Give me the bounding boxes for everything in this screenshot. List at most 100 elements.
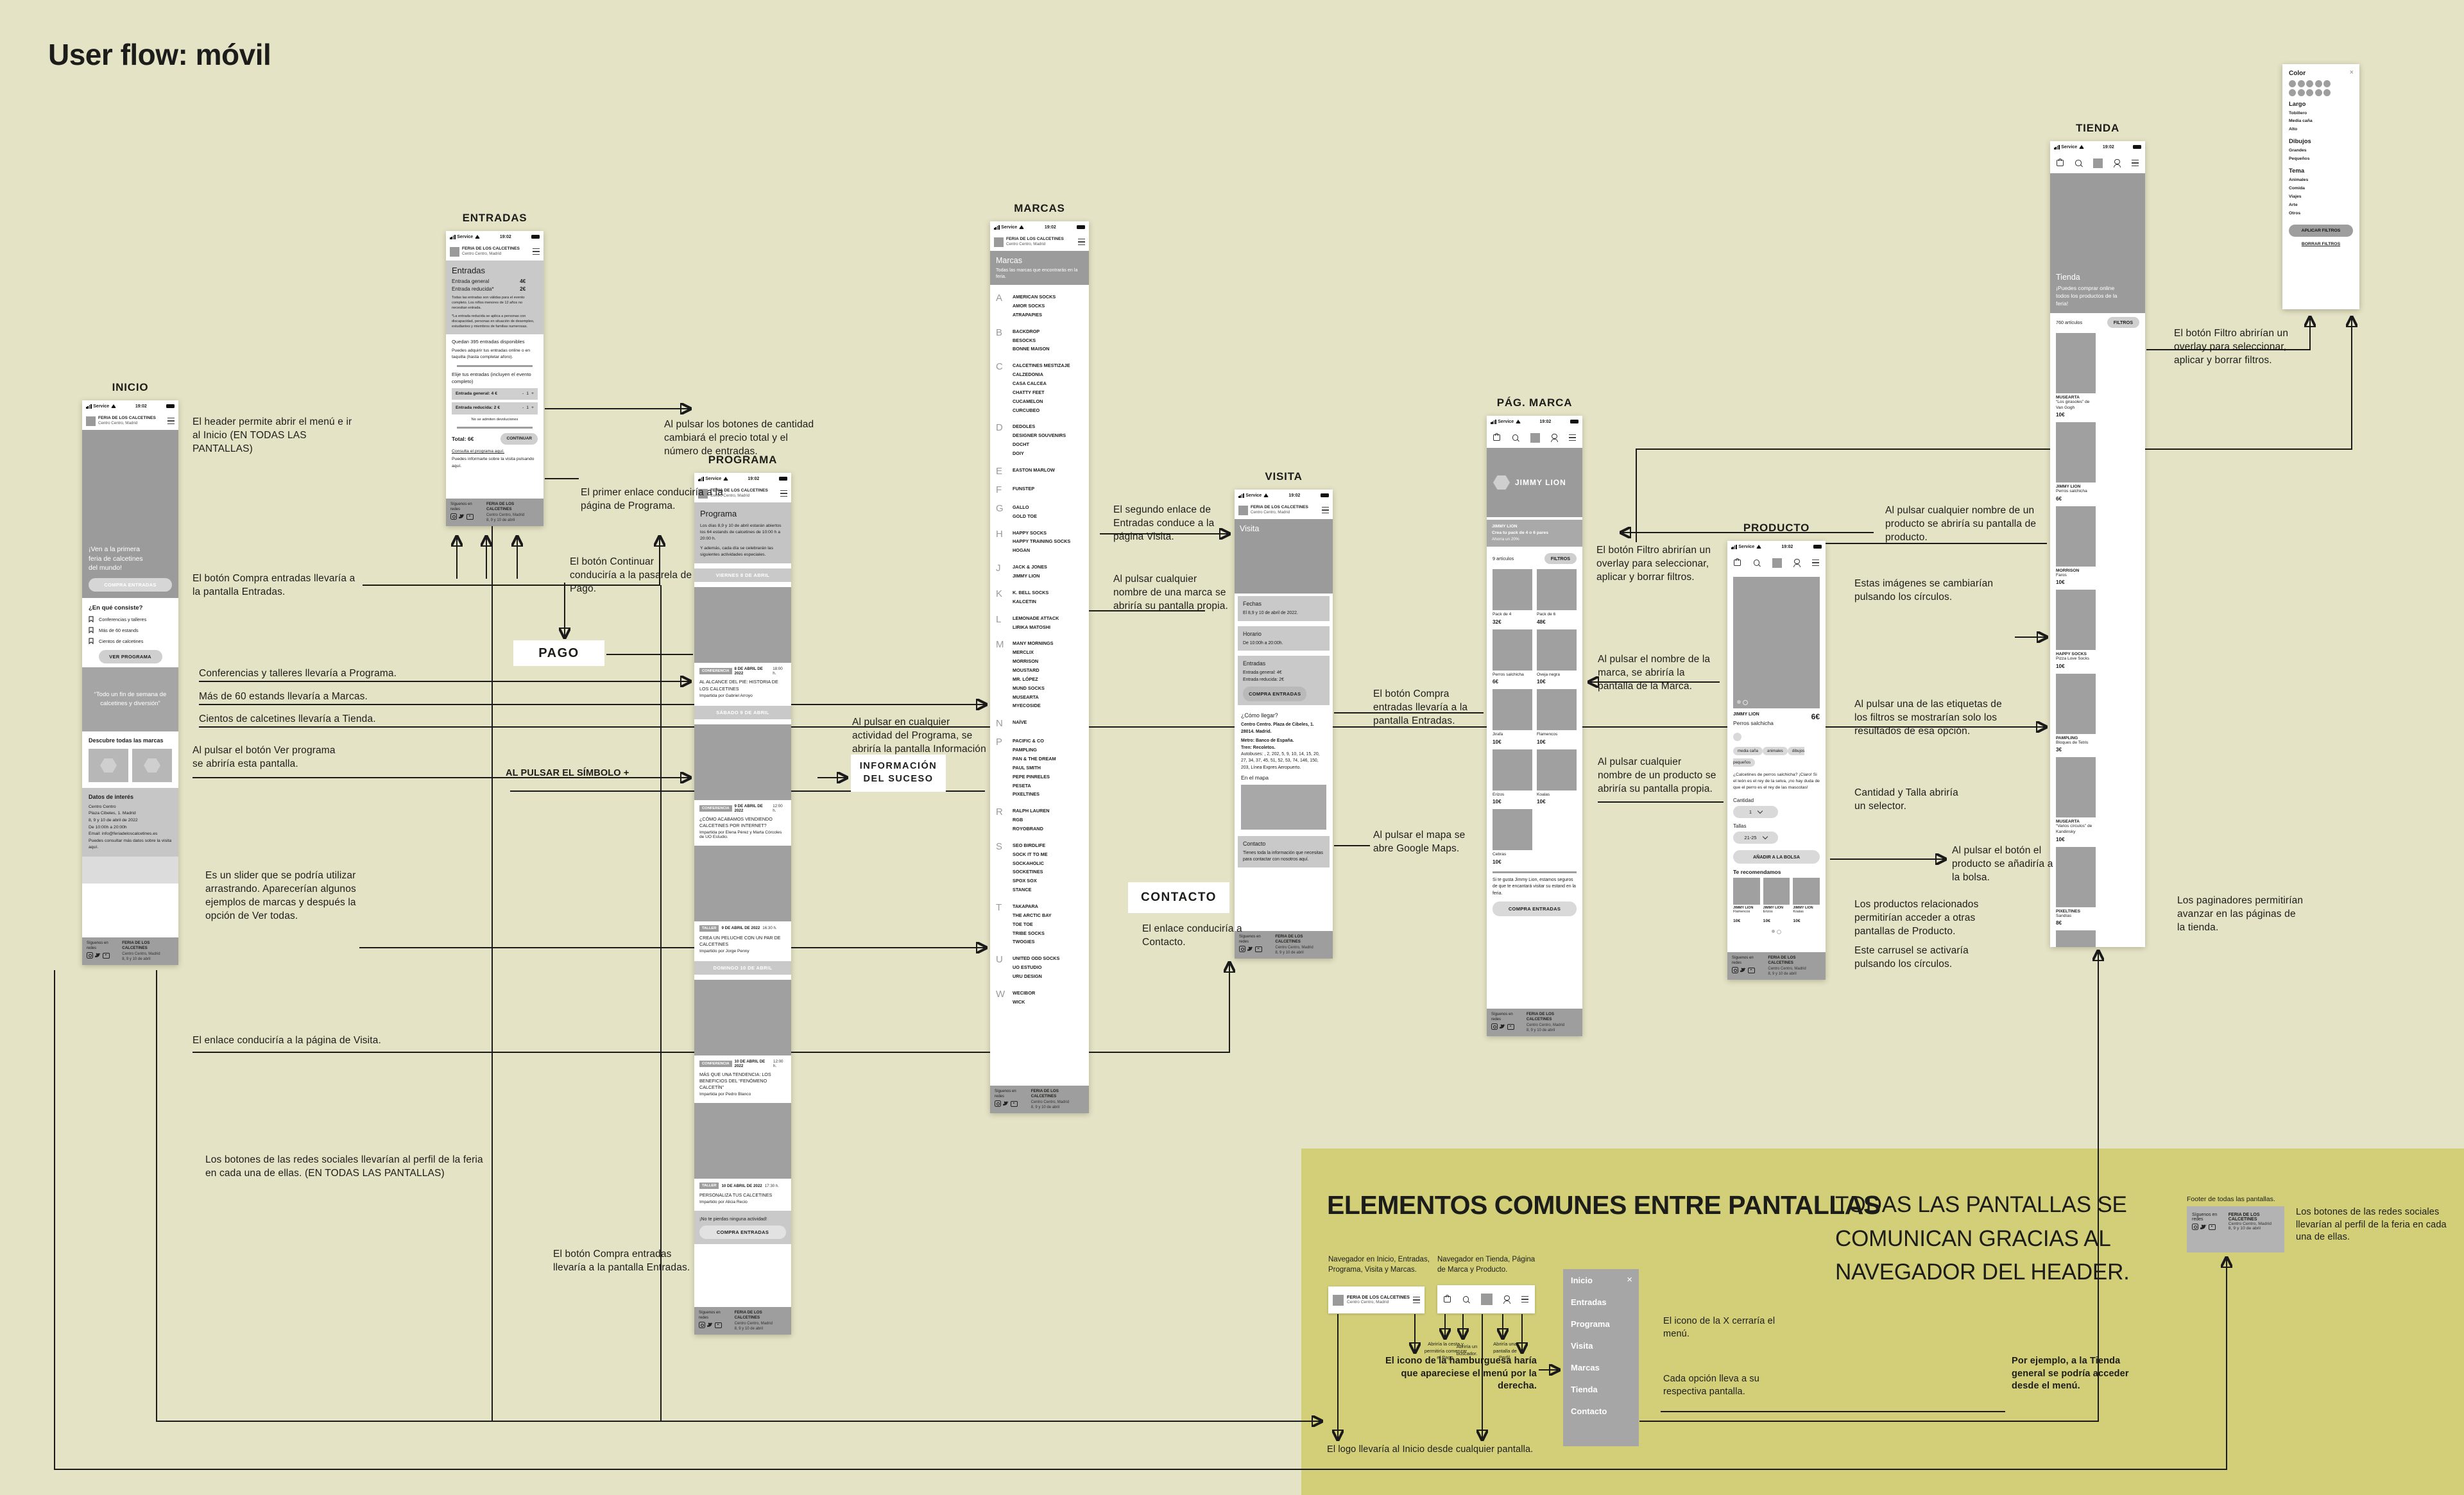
color-swatch[interactable] xyxy=(2306,80,2313,87)
brand-link[interactable]: TRIBE SOCKS xyxy=(1013,930,1045,936)
color-swatch[interactable] xyxy=(2323,89,2331,96)
brand-link[interactable]: NAÏVE xyxy=(1013,719,1027,726)
brand-link[interactable]: DOIY xyxy=(1013,450,1024,457)
filter-option[interactable]: Arte xyxy=(2289,202,2298,207)
filter-option[interactable]: Grandes xyxy=(2289,148,2307,153)
brand-link[interactable]: CASA CALCEA xyxy=(1013,380,1047,387)
brand-logo[interactable] xyxy=(86,416,96,426)
product-card[interactable]: Flamencos 10€ xyxy=(1537,689,1577,745)
product-name[interactable]: Perros salchicha xyxy=(2056,489,2087,494)
brand-logo[interactable] xyxy=(1333,1294,1344,1306)
product-card[interactable]: Jirafa 10€ xyxy=(1493,689,1532,745)
instagram-icon[interactable] xyxy=(87,952,93,959)
brand-link[interactable]: PACIFIC & CO xyxy=(1013,738,1044,744)
brand-link[interactable]: ROYOBRAND xyxy=(1013,825,1043,832)
product-name[interactable]: “Los girasoles” de Van Gogh xyxy=(2056,400,2090,410)
product-card[interactable]: Cebras 10€ xyxy=(1493,809,1532,865)
menu-item[interactable]: Programa xyxy=(1571,1319,1610,1329)
product-card[interactable]: MORRISON Faros 10€ xyxy=(2056,506,2096,585)
color-swatch[interactable] xyxy=(2297,80,2305,87)
brand-logo[interactable] xyxy=(994,237,1004,247)
youtube-icon[interactable] xyxy=(2209,1224,2216,1230)
brand-link[interactable]: DEDOLES xyxy=(1013,423,1036,430)
brand-link[interactable]: K. BELL SOCKS xyxy=(1013,589,1049,595)
brand-logo[interactable] xyxy=(1480,1294,1493,1305)
brand-link[interactable]: HAPPY TRAINING SOCKS xyxy=(1013,538,1071,545)
menu-item[interactable]: Marcas xyxy=(1571,1363,1600,1372)
instagram-icon[interactable] xyxy=(699,1322,705,1329)
filter-option[interactable]: Pequeños xyxy=(2289,157,2310,162)
product-name[interactable]: Koalas xyxy=(1537,792,1550,797)
brand-link[interactable]: PEPE PINRELES xyxy=(1013,773,1050,780)
brand-link[interactable]: CALCETINES MESTIZAJE xyxy=(1013,363,1070,369)
product-name[interactable]: “Varios círculos” de Kandinsky xyxy=(2056,824,2092,834)
product-name[interactable]: Bloques de Tetris xyxy=(2056,740,2089,745)
brand-link[interactable]: AMOR SOCKS xyxy=(1013,303,1045,309)
hamburger-icon[interactable] xyxy=(1521,1295,1528,1303)
brand-slide[interactable] xyxy=(132,749,172,782)
brand-logo[interactable] xyxy=(1772,558,1782,568)
brand-link[interactable]: SOCKAHOLIC xyxy=(1013,860,1045,866)
brand-link[interactable]: DOCHT xyxy=(1013,441,1029,448)
brand-link[interactable]: FUNSTEP xyxy=(1013,485,1035,491)
product-name[interactable]: Oveja negra xyxy=(1537,672,1560,677)
product-card[interactable]: Oveja negra 10€ xyxy=(1537,629,1577,685)
programa-link[interactable]: Consulta el programa aquí. xyxy=(452,449,504,454)
consiste-item[interactable]: Conferencias y talleres xyxy=(89,616,172,622)
twitter-icon[interactable] xyxy=(1003,1101,1009,1106)
brand-link[interactable]: THE ARCTIC BAY xyxy=(1013,912,1052,918)
minus-button[interactable]: - xyxy=(522,406,524,411)
instagram-icon[interactable] xyxy=(995,1100,1001,1107)
filter-option[interactable]: Animales xyxy=(2289,178,2309,183)
brand-link[interactable]: CHATTY FEET xyxy=(1013,389,1045,395)
cantidad-select[interactable]: 1 xyxy=(1733,805,1778,818)
brand-link[interactable]: PAN & THE DREAM xyxy=(1013,755,1056,762)
filter-tag[interactable]: animales xyxy=(1763,747,1788,755)
product-card[interactable]: MUSEARTA “Los girasoles” de Van Gogh 10€ xyxy=(2056,333,2096,418)
brand-link[interactable]: LEMONADE ATTACK xyxy=(1013,615,1059,621)
product-brand[interactable]: MUSEARTA xyxy=(2056,819,2080,824)
product-brand[interactable]: JIMMY LION xyxy=(2056,484,2081,490)
carousel-dot[interactable] xyxy=(1772,929,1775,933)
hamburger-icon[interactable] xyxy=(167,416,175,425)
color-swatch[interactable] xyxy=(2297,89,2305,96)
filter-option[interactable]: Tobillero xyxy=(2289,110,2307,115)
brand-link[interactable]: MANY MORNINGS xyxy=(1013,640,1054,647)
brand-link[interactable]: HAPPY SOCKS xyxy=(1013,529,1047,536)
event-title[interactable]: MÁS QUE UNA TENDENCIA: LOS BENEFICIOS DE… xyxy=(699,1071,771,1091)
brand-logo[interactable] xyxy=(2093,158,2103,168)
brand-link[interactable]: SOCK IT TO ME xyxy=(1013,851,1048,857)
twitter-icon[interactable] xyxy=(1740,968,1746,973)
ver-programa-button[interactable]: VER PROGRAMA xyxy=(98,650,162,663)
hamburger-icon[interactable] xyxy=(533,247,540,255)
product-name[interactable]: Jirafa xyxy=(1493,732,1503,737)
brand-link[interactable]: PAUL SMITH xyxy=(1013,764,1041,771)
borrar-filtros-link[interactable]: BORRAR FILTROS xyxy=(2301,241,2341,246)
twitter-icon[interactable] xyxy=(1247,946,1253,952)
hamburger-icon[interactable] xyxy=(1812,558,1819,567)
product-name[interactable]: Erizos xyxy=(1493,792,1505,797)
product-card[interactable]: JIMMY LION Perros salchicha 6€ xyxy=(2056,422,2096,502)
brand-logo[interactable] xyxy=(450,246,459,257)
search-icon[interactable] xyxy=(1462,1296,1469,1303)
brand-slide[interactable] xyxy=(89,749,128,782)
brand-link[interactable]: UNITED ODD SOCKS xyxy=(1013,955,1060,962)
product-name[interactable]: Pack de 6 xyxy=(1537,611,1556,617)
consiste-item[interactable]: Cientos de calcetines xyxy=(89,638,172,644)
brand-link[interactable]: MERCLIX xyxy=(1013,649,1034,656)
product-name[interactable]: Sandías xyxy=(2056,913,2072,918)
brand-link[interactable]: TAKAPARA xyxy=(1013,903,1038,909)
product-card[interactable]: PAMPLING Bloques de Tetris 3€ xyxy=(2056,673,2096,753)
search-icon[interactable] xyxy=(2075,160,2082,166)
event-title[interactable]: AL ALCANCE DEL PIE: HISTORIA DE LOS CALC… xyxy=(699,679,778,692)
product-name[interactable]: Cebras xyxy=(1493,852,1507,857)
youtube-icon[interactable] xyxy=(466,513,474,520)
brand-link[interactable]: RGB xyxy=(1013,817,1023,823)
marca-name[interactable]: JIMMY LION xyxy=(1515,478,1566,487)
brand-link[interactable]: LIRIKA MATOSHI xyxy=(1013,624,1051,630)
twitter-icon[interactable] xyxy=(95,953,101,958)
hamburger-icon[interactable] xyxy=(2132,158,2139,167)
brand-link[interactable]: EASTON MARLOW xyxy=(1013,466,1055,473)
menu-item[interactable]: Entradas xyxy=(1571,1297,1607,1307)
cart-icon[interactable] xyxy=(1493,432,1500,441)
